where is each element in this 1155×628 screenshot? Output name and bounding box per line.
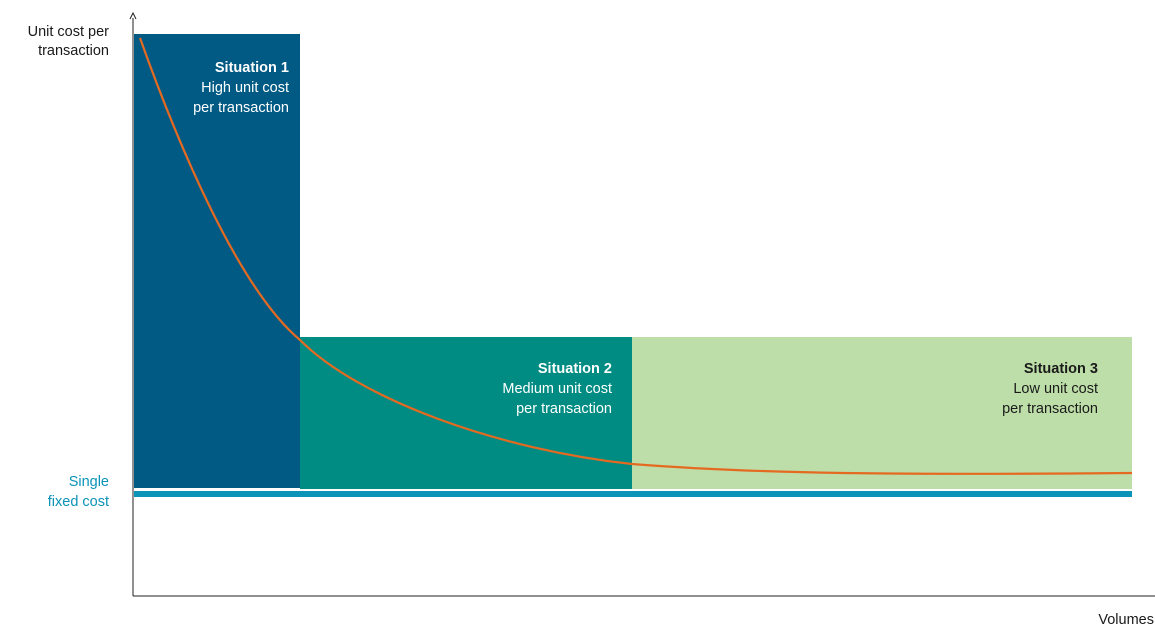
y-axis-label-line1: Unit cost per: [28, 24, 110, 40]
situation-1-line2: per transaction: [193, 100, 289, 116]
situation-3-block: [632, 337, 1132, 489]
situation-3-line2: per transaction: [1002, 401, 1098, 417]
y-axis-arrow-icon: [129, 11, 137, 20]
situation-1-block: [134, 34, 300, 488]
situation-2-title: Situation 2: [538, 361, 612, 377]
fixed-cost-label-line2: fixed cost: [48, 494, 109, 510]
fixed-cost-label-line1: Single: [69, 474, 109, 490]
situation-2-line2: per transaction: [516, 401, 612, 417]
fixed-cost-line: [134, 491, 1132, 497]
x-axis-label: Volumes: [1098, 612, 1154, 628]
y-axis-label-line2: transaction: [38, 43, 109, 59]
situation-3-line1: Low unit cost: [1013, 381, 1098, 397]
situation-2-line1: Medium unit cost: [502, 381, 612, 397]
situation-1-line1: High unit cost: [201, 80, 289, 96]
situation-3-title: Situation 3: [1024, 361, 1098, 377]
cost-curve: [138, 37, 1133, 475]
situation-1-title: Situation 1: [215, 60, 289, 76]
situation-2-block: [300, 337, 632, 489]
